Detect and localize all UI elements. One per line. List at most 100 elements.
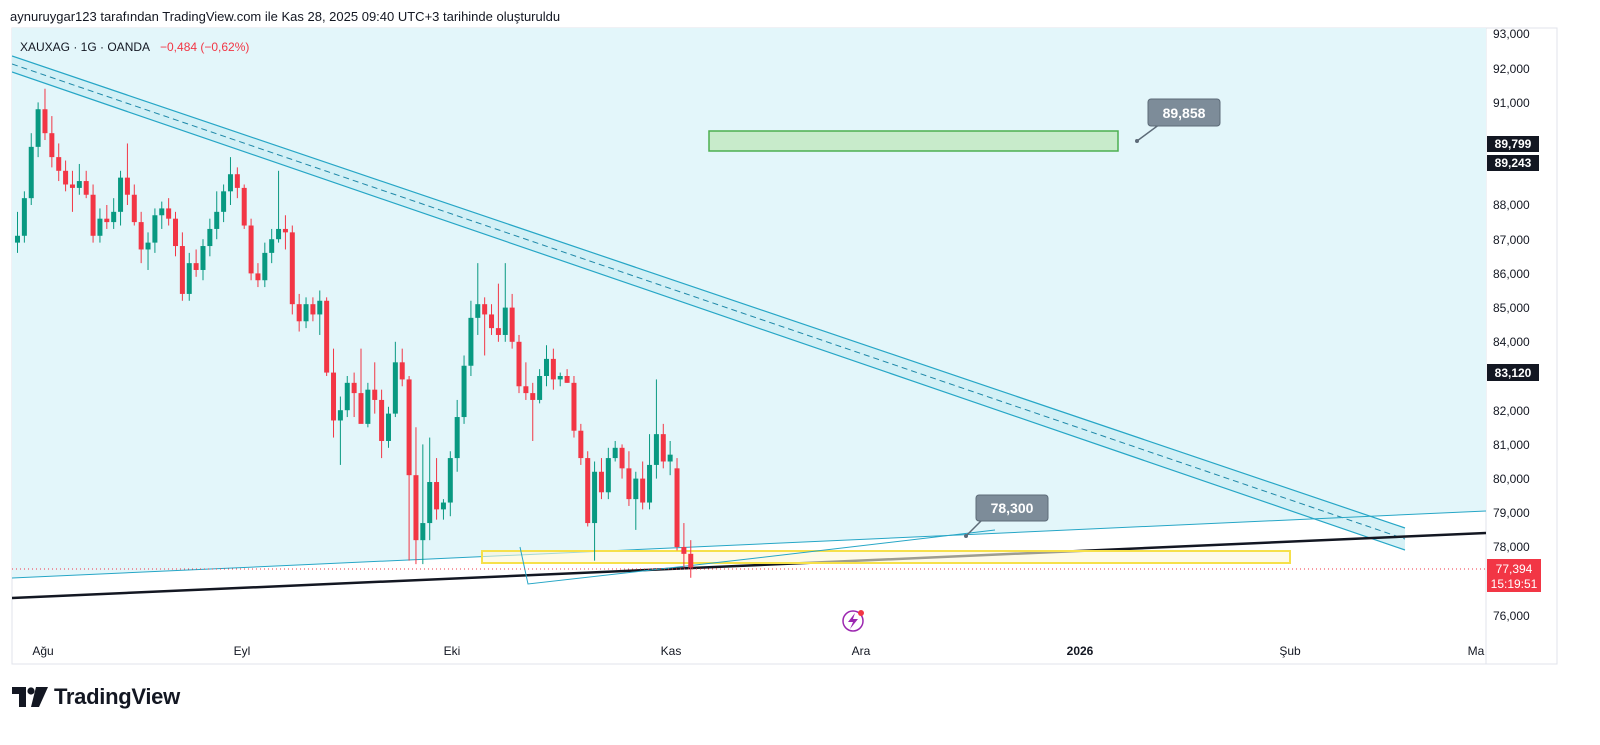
candle-body[interactable] xyxy=(468,317,474,366)
candle-body[interactable] xyxy=(523,386,529,394)
candle-body[interactable] xyxy=(399,362,405,380)
candle-body[interactable] xyxy=(578,430,584,459)
candle-body[interactable] xyxy=(509,307,515,342)
candle-body[interactable] xyxy=(619,447,625,469)
candle-body[interactable] xyxy=(166,208,172,219)
candle-body[interactable] xyxy=(118,177,124,212)
support-zone[interactable] xyxy=(481,550,1291,564)
candle-body[interactable] xyxy=(317,300,323,315)
candle-body[interactable] xyxy=(124,177,130,195)
candle-body[interactable] xyxy=(173,218,179,247)
target-zone[interactable] xyxy=(708,130,1119,152)
candle-body[interactable] xyxy=(90,194,96,236)
candle-body[interactable] xyxy=(131,194,137,223)
candle-body[interactable] xyxy=(331,372,337,421)
candle-body[interactable] xyxy=(640,478,646,503)
candle-body[interactable] xyxy=(550,358,556,380)
candle-body[interactable] xyxy=(227,174,233,192)
candle-body[interactable] xyxy=(97,218,103,236)
candle-body[interactable] xyxy=(282,228,288,233)
candle-body[interactable] xyxy=(207,228,213,247)
candle-body[interactable] xyxy=(482,304,488,315)
candle-body[interactable] xyxy=(152,215,158,243)
candle-body[interactable] xyxy=(585,458,591,524)
candle-body[interactable] xyxy=(612,447,618,459)
price-axis[interactable]: 76,000 78,000 79,000 80,000 81,000 82,000 84,0… xyxy=(1493,27,1530,623)
candle-body[interactable] xyxy=(543,358,549,376)
candle-body[interactable] xyxy=(255,273,261,281)
candle-body[interactable] xyxy=(392,362,398,414)
candle-body[interactable] xyxy=(633,478,639,500)
candle-body[interactable] xyxy=(440,502,446,510)
candle-body[interactable] xyxy=(379,399,385,441)
candle-body[interactable] xyxy=(592,471,598,524)
candle-body[interactable] xyxy=(76,181,82,188)
candle-body[interactable] xyxy=(241,187,247,226)
candle-body[interactable] xyxy=(200,246,206,270)
candle-body[interactable] xyxy=(28,146,34,199)
candle-body[interactable] xyxy=(111,211,117,223)
candle-body[interactable] xyxy=(598,471,604,493)
candle-body[interactable] xyxy=(159,208,165,216)
candle-body[interactable] xyxy=(434,482,440,510)
candle-body[interactable] xyxy=(502,307,508,335)
candle-body[interactable] xyxy=(269,239,275,253)
candle-body[interactable] xyxy=(35,109,41,147)
candle-body[interactable] xyxy=(365,389,371,424)
candle-body[interactable] xyxy=(605,458,611,493)
candle-body[interactable] xyxy=(475,304,481,318)
candle-body[interactable] xyxy=(56,157,62,171)
candle-body[interactable] xyxy=(214,211,220,229)
candle-body[interactable] xyxy=(537,376,543,400)
candle-body[interactable] xyxy=(461,365,467,418)
candle-body[interactable] xyxy=(310,304,316,315)
candle-body[interactable] xyxy=(681,547,687,554)
candle-body[interactable] xyxy=(647,464,653,503)
candle-body[interactable] xyxy=(626,468,632,500)
candle-body[interactable] xyxy=(413,475,419,541)
candle-body[interactable] xyxy=(289,232,295,305)
candle-body[interactable] xyxy=(571,382,577,431)
candle-body[interactable] xyxy=(557,376,563,380)
candle-body[interactable] xyxy=(530,393,536,400)
time-axis[interactable]: Ağu Eyl Eki Kas Ara 2026 Şub Ma xyxy=(32,644,1484,658)
candle-body[interactable] xyxy=(653,434,659,465)
candle-body[interactable] xyxy=(138,222,144,250)
lightning-event-icon[interactable] xyxy=(842,610,864,632)
candle-body[interactable] xyxy=(262,252,268,281)
candle-body[interactable] xyxy=(372,389,378,400)
candle-body[interactable] xyxy=(49,133,55,158)
candle-body[interactable] xyxy=(276,228,282,240)
candle-body[interactable] xyxy=(104,218,110,223)
candle-body[interactable] xyxy=(688,553,694,568)
candle-body[interactable] xyxy=(296,304,302,322)
candle-body[interactable] xyxy=(447,458,453,503)
candle-body[interactable] xyxy=(248,225,254,274)
candle-body[interactable] xyxy=(234,174,240,188)
candle-body[interactable] xyxy=(186,263,192,294)
candle-body[interactable] xyxy=(420,523,426,541)
candle-body[interactable] xyxy=(63,170,69,185)
candle-body[interactable] xyxy=(660,434,666,462)
candle-body[interactable] xyxy=(454,417,460,459)
candle-body[interactable] xyxy=(351,382,357,394)
candle-body[interactable] xyxy=(495,328,501,335)
candle-body[interactable] xyxy=(564,376,570,383)
candle-body[interactable] xyxy=(193,263,199,270)
candle-body[interactable] xyxy=(83,181,89,195)
candle-body[interactable] xyxy=(145,242,151,250)
candle-body[interactable] xyxy=(385,413,391,441)
callout-78300[interactable]: 78,300 xyxy=(964,494,1049,538)
candle-body[interactable] xyxy=(42,109,48,134)
candle-body[interactable] xyxy=(337,410,343,421)
candle-body[interactable] xyxy=(303,304,309,322)
candle-body[interactable] xyxy=(674,468,680,547)
candle-body[interactable] xyxy=(358,393,364,424)
candle-body[interactable] xyxy=(406,379,412,476)
candle-body[interactable] xyxy=(489,314,495,329)
candle-body[interactable] xyxy=(21,198,27,236)
candle-body[interactable] xyxy=(15,235,20,243)
candle-body[interactable] xyxy=(667,454,673,462)
tradingview-logo[interactable]: TradingView xyxy=(12,684,180,710)
